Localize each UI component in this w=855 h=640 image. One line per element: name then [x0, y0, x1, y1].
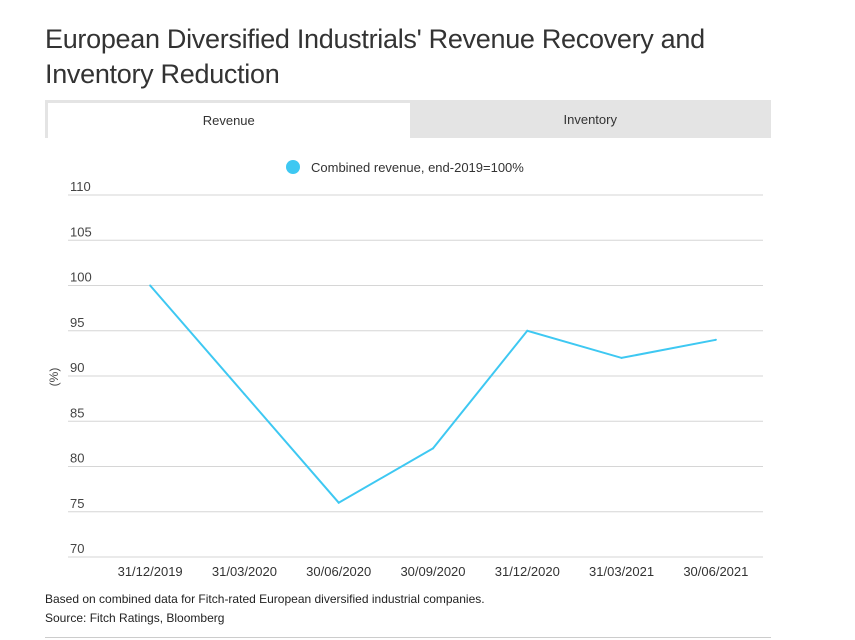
- x-tick-label: 31/03/2021: [589, 564, 654, 579]
- legend-label: Combined revenue, end-2019=100%: [311, 160, 524, 175]
- x-tick-label: 30/06/2020: [306, 564, 371, 579]
- x-tick-label: 30/09/2020: [400, 564, 465, 579]
- line-chart: 70 75 80 85 90 95 100 105 110 31/12/2019 31/03/202…: [47, 160, 763, 579]
- y-tick-label: 90: [70, 360, 84, 375]
- data-point: [149, 284, 152, 287]
- x-tick-label: 31/03/2020: [212, 564, 277, 579]
- y-tick-label: 105: [70, 224, 92, 239]
- data-point: [714, 338, 717, 341]
- data-point: [432, 447, 434, 450]
- x-tick-label: 31/12/2019: [118, 564, 183, 579]
- y-tick-label: 80: [70, 451, 84, 466]
- y-tick-label: 70: [70, 541, 84, 556]
- y-tick-label: 100: [70, 270, 92, 285]
- page-title: European Diversified Industrials' Revenu…: [45, 24, 705, 89]
- y-axis-label: (%): [47, 368, 61, 387]
- y-tick-label: 85: [70, 405, 84, 420]
- x-tick-label: 30/06/2021: [683, 564, 748, 579]
- data-point: [243, 393, 246, 396]
- source-note: Source: Fitch Ratings, Bloomberg: [45, 611, 225, 625]
- data-point: [337, 501, 340, 504]
- footnote: Based on combined data for Fitch-rated E…: [45, 592, 485, 606]
- series-line: [149, 284, 717, 504]
- data-point: [620, 356, 623, 359]
- x-tick-label: 31/12/2020: [495, 564, 560, 579]
- tab-inventory[interactable]: Inventory: [563, 111, 617, 127]
- data-point: [526, 329, 529, 332]
- y-tick-label: 75: [70, 496, 84, 511]
- tab-bar: Revenue Inventory: [45, 100, 771, 138]
- y-tick-label: 110: [70, 179, 91, 194]
- tab-revenue[interactable]: Revenue: [48, 103, 410, 138]
- divider: [45, 637, 771, 638]
- legend-marker: [286, 160, 300, 174]
- y-tick-label: 95: [70, 315, 84, 330]
